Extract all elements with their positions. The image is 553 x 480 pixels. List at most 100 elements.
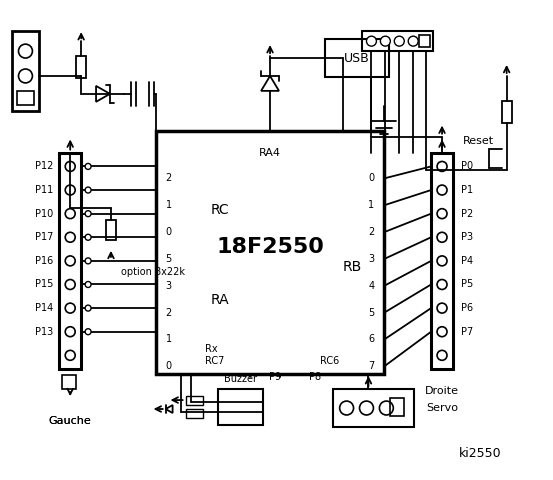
Circle shape	[65, 279, 75, 289]
Text: P9: P9	[269, 372, 281, 382]
Text: RA: RA	[210, 293, 229, 307]
Circle shape	[65, 232, 75, 242]
Text: P4: P4	[461, 256, 473, 266]
Bar	[431, 153, 453, 369]
Circle shape	[85, 329, 91, 335]
Circle shape	[85, 258, 91, 264]
Bar	[76, 56, 86, 78]
Text: Droite: Droite	[425, 386, 459, 396]
Text: 0: 0	[368, 173, 374, 183]
Circle shape	[437, 350, 447, 360]
Text: RC6: RC6	[320, 356, 339, 366]
Text: P17: P17	[35, 232, 53, 242]
Circle shape	[85, 187, 91, 193]
Text: 0: 0	[166, 361, 172, 371]
Text: 5: 5	[166, 254, 172, 264]
Bar	[333, 389, 414, 427]
Circle shape	[65, 161, 75, 171]
Text: P11: P11	[35, 185, 53, 195]
Text: P7: P7	[461, 327, 473, 336]
Bar	[325, 39, 389, 77]
Text: RC: RC	[210, 203, 229, 217]
Circle shape	[65, 185, 75, 195]
Bar	[502, 101, 512, 123]
Text: 18F2550: 18F2550	[216, 238, 324, 257]
Circle shape	[437, 161, 447, 171]
Text: P10: P10	[35, 209, 53, 219]
Bar	[156, 131, 384, 374]
Circle shape	[85, 211, 91, 216]
Circle shape	[65, 256, 75, 266]
Text: 3: 3	[166, 281, 172, 291]
Text: ki2550: ki2550	[459, 447, 502, 460]
Text: Rx: Rx	[205, 344, 218, 354]
Circle shape	[340, 401, 353, 415]
Bar	[106, 220, 116, 240]
Text: P13: P13	[35, 327, 53, 336]
Text: Gauche: Gauche	[49, 416, 92, 426]
Circle shape	[85, 164, 91, 169]
Bar	[185, 396, 204, 405]
Circle shape	[85, 234, 91, 240]
Text: 7: 7	[368, 361, 374, 371]
Text: P5: P5	[461, 279, 473, 289]
Bar	[218, 389, 263, 425]
Circle shape	[379, 401, 393, 415]
Circle shape	[18, 44, 33, 58]
Text: 2: 2	[166, 173, 172, 183]
Text: 1: 1	[368, 200, 374, 210]
Text: Gauche: Gauche	[49, 416, 92, 426]
Text: P12: P12	[35, 161, 53, 171]
Bar	[62, 375, 76, 389]
Text: P15: P15	[35, 279, 53, 289]
Circle shape	[359, 401, 373, 415]
Text: 3: 3	[368, 254, 374, 264]
Bar	[419, 35, 430, 47]
Circle shape	[437, 327, 447, 336]
Circle shape	[437, 256, 447, 266]
Text: 2: 2	[368, 227, 374, 237]
Circle shape	[437, 279, 447, 289]
Circle shape	[437, 185, 447, 195]
Circle shape	[437, 303, 447, 313]
Text: 2: 2	[166, 308, 172, 318]
Circle shape	[437, 209, 447, 218]
Text: P3: P3	[461, 232, 473, 242]
Text: P2: P2	[461, 209, 473, 219]
Circle shape	[85, 305, 91, 311]
Text: Buzzer: Buzzer	[224, 374, 257, 384]
Circle shape	[18, 69, 33, 83]
Circle shape	[65, 209, 75, 218]
Text: 5: 5	[368, 308, 374, 318]
Bar	[185, 409, 204, 418]
Text: option 8x22k: option 8x22k	[121, 267, 185, 277]
Bar	[362, 31, 433, 51]
Text: 1: 1	[166, 200, 172, 210]
Text: RB: RB	[343, 260, 362, 275]
Circle shape	[380, 36, 390, 46]
Text: P0: P0	[461, 161, 473, 171]
Text: P16: P16	[35, 256, 53, 266]
Text: Reset: Reset	[463, 135, 494, 145]
Circle shape	[65, 350, 75, 360]
Bar	[59, 153, 81, 369]
Bar	[390, 398, 404, 416]
Text: P6: P6	[461, 303, 473, 313]
Text: 4: 4	[368, 281, 374, 291]
Circle shape	[65, 303, 75, 313]
Bar	[12, 31, 39, 111]
Text: P8: P8	[309, 372, 321, 382]
Text: 1: 1	[166, 335, 172, 345]
Text: RC7: RC7	[205, 356, 225, 366]
Bar	[17, 91, 34, 105]
Circle shape	[394, 36, 404, 46]
Circle shape	[85, 281, 91, 288]
Circle shape	[367, 36, 377, 46]
Text: 0: 0	[166, 227, 172, 237]
Text: P14: P14	[35, 303, 53, 313]
Circle shape	[437, 232, 447, 242]
Text: Servo: Servo	[426, 403, 458, 413]
Text: RA4: RA4	[259, 147, 281, 157]
Text: 6: 6	[368, 335, 374, 345]
Text: P1: P1	[461, 185, 473, 195]
